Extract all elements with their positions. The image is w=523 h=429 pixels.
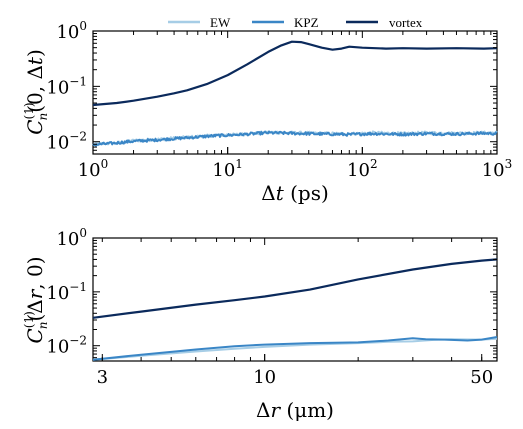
svg-text:C(1)n(0, Δt): C(1)n(0, Δt) [22, 49, 50, 135]
x-axis-label-top: Δt (ps) [261, 181, 329, 205]
y-tick-label: 100 [56, 19, 87, 43]
tick-layer-bottom: 3 10 50 10−2 10−1 100 [46, 226, 497, 388]
legend-label-ew: EW [210, 15, 231, 30]
legend: EW KPZ vortex [168, 15, 423, 30]
plot-frame-top [92, 30, 498, 155]
panel-top: 100 101 102 103 10−2 10−1 100 Δt (ps) C(1)n(0,… [22, 19, 512, 205]
x-tick-label: 102 [347, 157, 378, 181]
series-line-kpz-bottom [92, 336, 498, 361]
x-tick-label: 10 [253, 367, 276, 388]
x-tick-label: 100 [78, 157, 109, 181]
panel-bottom: 3 10 50 10−2 10−1 100 Δr (μm) C(1)n(Δr, 0) [22, 226, 498, 422]
y-tick-label: 100 [56, 226, 87, 250]
y-tick-label: 10−2 [46, 334, 87, 358]
plot-frame-bottom [92, 237, 498, 362]
series-line-vortex-top [92, 40, 498, 107]
legend-label-kpz: KPZ [294, 15, 319, 30]
y-tick-label: 10−1 [46, 74, 87, 98]
series-layer-top [92, 40, 498, 147]
series-line-ew-bottom [92, 337, 498, 361]
tick-layer-top: 100 101 102 103 10−2 10−1 100 [46, 19, 512, 181]
svg-text:C(1)n(Δr, 0): C(1)n(Δr, 0) [22, 256, 50, 343]
y-tick-label: 10−2 [46, 130, 87, 154]
x-tick-label: 103 [482, 157, 513, 181]
x-tick-label: 3 [97, 367, 108, 388]
x-axis-label-bottom: Δr (μm) [256, 398, 334, 422]
series-line-kpz-top [92, 130, 498, 147]
series-line-vortex-bottom [92, 258, 498, 319]
legend-label-vortex: vortex [389, 15, 423, 30]
y-axis-label-bottom: C(1)n(Δr, 0) [22, 256, 50, 343]
y-axis-label-top: C(1)n(0, Δt) [22, 49, 50, 135]
x-tick-label: 101 [212, 157, 243, 181]
x-tick-label: 50 [470, 367, 493, 388]
y-tick-label: 10−1 [46, 280, 87, 304]
series-layer-bottom [92, 258, 498, 361]
